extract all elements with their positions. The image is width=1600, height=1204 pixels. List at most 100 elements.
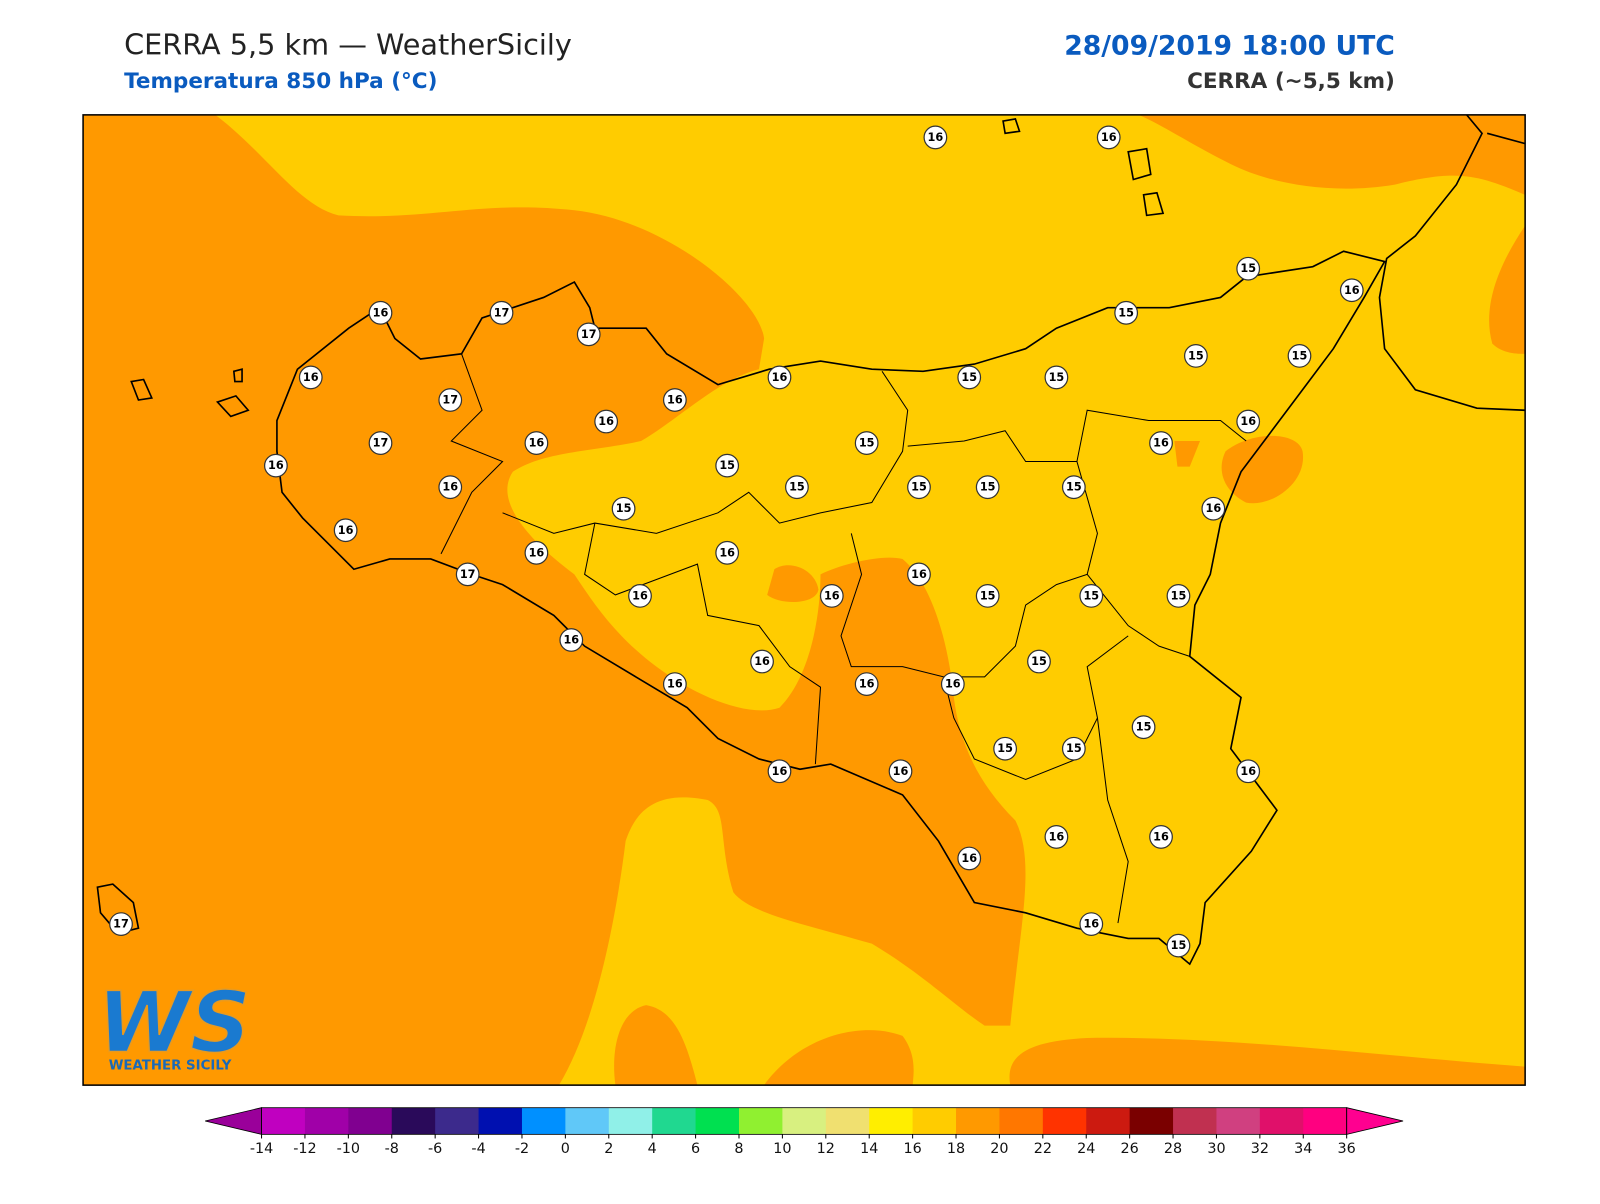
colorbar-frame <box>261 1107 1348 1135</box>
map: 16 16 15 16 16 17 17 15 15 15 16 16 15 15 17 16 16 16 17 16… <box>83 114 1526 1086</box>
station-marker <box>907 475 931 500</box>
station-value: 15 <box>1136 721 1152 734</box>
colorbar-segment <box>956 1107 1000 1135</box>
station-marker <box>1061 736 1086 761</box>
station-value: 16 <box>928 131 944 144</box>
station-value: 16 <box>893 765 909 778</box>
island <box>96 883 140 935</box>
station-marker <box>750 649 774 674</box>
station: 16 <box>438 475 463 500</box>
station-value: 17 <box>460 568 476 581</box>
colorbar-tick-label: 14 <box>860 1141 878 1157</box>
station-value: 17 <box>442 394 458 407</box>
station: 17 <box>368 431 393 455</box>
station-marker <box>854 672 879 696</box>
station: 16 <box>907 562 931 587</box>
station-value: 15 <box>616 502 632 515</box>
station-marker <box>888 759 913 784</box>
coastline <box>96 114 1526 966</box>
station-value: 16 <box>945 678 961 691</box>
station-value: 15 <box>1049 371 1065 384</box>
station-marker <box>489 300 514 325</box>
colorbar-tick-label: -8 <box>385 1141 399 1157</box>
station-marker <box>1236 409 1261 434</box>
station-value: 16 <box>824 589 840 602</box>
title: CERRA 5,5 km — WeatherSicily <box>124 27 572 61</box>
station-value: 15 <box>1031 655 1047 668</box>
colorbar-segment <box>782 1107 827 1135</box>
station-marker <box>785 475 809 500</box>
station-marker <box>1114 300 1139 325</box>
station-value: 16 <box>667 394 683 407</box>
station-marker <box>109 912 133 936</box>
station: 16 <box>715 540 740 565</box>
station: 15 <box>1114 300 1139 325</box>
station-value: 16 <box>1049 830 1065 843</box>
colorbar-tick-label: 12 <box>817 1141 835 1157</box>
field-orange-patch <box>764 1030 914 1086</box>
colorbar-segment <box>348 1107 393 1135</box>
station: 16 <box>940 672 965 696</box>
station-value: 15 <box>997 742 1013 755</box>
island <box>1142 191 1165 217</box>
station-marker <box>923 125 948 150</box>
colorbar-segment <box>695 1107 740 1135</box>
province-borders <box>440 353 1247 924</box>
colorbar-tick-label: 4 <box>648 1141 657 1157</box>
station: 17 <box>489 300 514 325</box>
station: 15 <box>1061 475 1086 500</box>
station-marker <box>957 365 982 390</box>
station-value: 17 <box>494 306 510 319</box>
station-marker <box>1236 256 1261 281</box>
field-orange-patch <box>1174 441 1200 467</box>
colorbar-tick-label: 32 <box>1251 1141 1269 1157</box>
station: 16 <box>524 431 549 455</box>
station-marker <box>368 431 393 455</box>
island <box>232 368 243 383</box>
station-marker <box>1044 365 1069 390</box>
border <box>1096 717 1129 924</box>
station: 16 <box>1201 496 1226 521</box>
colorbar-segment <box>825 1107 870 1135</box>
station-marker <box>975 475 1000 500</box>
station-marker <box>594 409 619 434</box>
station-marker <box>1096 125 1121 150</box>
colorbar-tick-label: 36 <box>1338 1141 1356 1157</box>
station: 15 <box>1166 933 1191 958</box>
station-value: 16 <box>1101 131 1117 144</box>
station: 16 <box>1149 825 1173 849</box>
station-marker <box>576 322 601 347</box>
colorbar-segment <box>521 1107 566 1135</box>
station: 16 <box>750 649 774 674</box>
station-value: 15 <box>1188 349 1204 362</box>
station-marker <box>1079 583 1104 608</box>
colorbar-tick-label: 28 <box>1164 1141 1182 1157</box>
station-value: 16 <box>859 678 875 691</box>
station-marker <box>1166 933 1191 958</box>
station: 16 <box>1339 278 1364 303</box>
calabria-coast <box>1378 114 1526 412</box>
colorbar-tick-label: 16 <box>903 1141 921 1157</box>
colorbar-tick-label: -4 <box>471 1141 485 1157</box>
colorbar-segment <box>912 1107 957 1135</box>
border <box>440 353 504 555</box>
colorbar-tick-label: 18 <box>947 1141 965 1157</box>
station-value: 15 <box>1066 742 1082 755</box>
station: 16 <box>819 583 844 608</box>
station: 15 <box>957 365 982 390</box>
station-value: 16 <box>1240 415 1256 428</box>
station: 16 <box>662 388 687 412</box>
station-value: 15 <box>1171 589 1187 602</box>
field-orange-patch <box>1221 435 1304 504</box>
station-value: 17 <box>581 328 597 341</box>
station-value: 16 <box>529 437 545 450</box>
colorbar-segment <box>1042 1107 1087 1135</box>
station: 16 <box>888 759 913 784</box>
colorbar-segment <box>608 1107 653 1135</box>
colorbar-segment <box>304 1107 349 1135</box>
station: 15 <box>907 475 931 500</box>
station-value: 16 <box>1153 437 1169 450</box>
station: 16 <box>957 846 982 871</box>
station-value: 16 <box>772 765 788 778</box>
station-value: 16 <box>598 415 614 428</box>
